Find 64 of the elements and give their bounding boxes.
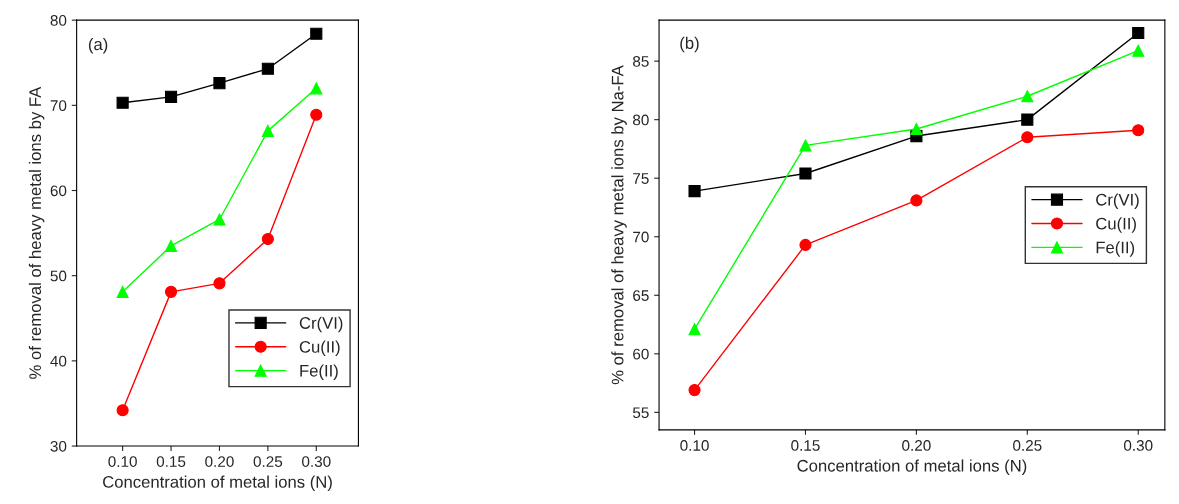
point bbox=[1132, 26, 1145, 40]
point bbox=[310, 82, 323, 95]
point bbox=[799, 238, 812, 252]
point bbox=[1132, 124, 1145, 137]
x-tick-label: 0.20 bbox=[205, 456, 234, 467]
y-tick-label: 80 bbox=[633, 114, 649, 126]
y-tick-label: 70 bbox=[633, 231, 649, 243]
y-axis-title: % of removal of heavy metal ions by Na-FA bbox=[611, 65, 627, 385]
x-tick-label: 0.25 bbox=[1013, 440, 1042, 451]
y-tick-label: 60 bbox=[633, 348, 649, 360]
point bbox=[213, 213, 226, 226]
legend-label: Cu(II) bbox=[1096, 217, 1136, 233]
legend-label: Fe(II) bbox=[1096, 241, 1135, 257]
point bbox=[910, 194, 923, 207]
y-tick-label: 60 bbox=[50, 185, 67, 197]
point bbox=[799, 167, 812, 180]
x-axis-title: Concentration of metal ions (N) bbox=[103, 475, 332, 492]
point bbox=[164, 239, 178, 252]
point bbox=[1021, 131, 1034, 144]
x-tick-label: 0.30 bbox=[1123, 440, 1153, 451]
y-tick-label: 85 bbox=[633, 56, 649, 67]
x-tick-label: 0.20 bbox=[902, 440, 931, 451]
point bbox=[116, 404, 129, 417]
x-tick-label: 0.15 bbox=[791, 440, 820, 451]
y-tick-label: 40 bbox=[50, 355, 67, 367]
x-tick-label: 0.10 bbox=[108, 456, 137, 467]
y-tick-label: 80 bbox=[50, 15, 67, 26]
point bbox=[213, 277, 226, 290]
point bbox=[1021, 113, 1034, 126]
x-tick-label: 0.30 bbox=[302, 456, 331, 467]
x-axis-title: Concentration of metal ions (N) bbox=[797, 459, 1027, 475]
legend-label: Fe(II) bbox=[300, 364, 338, 380]
point bbox=[261, 232, 274, 246]
y-axis-title: % of removal of heavy metal ions by FA bbox=[28, 86, 45, 379]
point bbox=[799, 139, 812, 152]
annotation: (b) bbox=[680, 36, 699, 53]
point bbox=[1132, 44, 1145, 57]
point bbox=[116, 96, 129, 109]
legend-label: Cr(VI) bbox=[1096, 193, 1139, 209]
point bbox=[910, 122, 923, 136]
point bbox=[1021, 90, 1034, 103]
point bbox=[688, 323, 701, 336]
legend-label: Cu(II) bbox=[299, 340, 340, 357]
legend-label: Cr(VI) bbox=[299, 316, 343, 333]
point bbox=[310, 108, 323, 121]
y-tick-label: 50 bbox=[50, 270, 67, 282]
point bbox=[688, 384, 701, 397]
y-tick-label: 55 bbox=[632, 407, 649, 419]
point bbox=[688, 185, 701, 198]
point bbox=[164, 90, 178, 103]
point bbox=[261, 62, 274, 75]
x-tick-label: 0.15 bbox=[156, 456, 186, 467]
y-tick-label: 70 bbox=[50, 100, 67, 112]
point bbox=[261, 124, 274, 137]
annotation: (a) bbox=[88, 37, 108, 54]
point bbox=[213, 77, 226, 90]
x-tick-label: 0.10 bbox=[680, 440, 709, 451]
point bbox=[310, 27, 323, 40]
y-tick-label: 75 bbox=[633, 173, 649, 184]
y-tick-label: 30 bbox=[50, 440, 67, 452]
point bbox=[116, 285, 129, 298]
x-tick-label: 0.25 bbox=[253, 456, 283, 467]
point bbox=[164, 285, 178, 298]
y-tick-label: 65 bbox=[633, 290, 649, 301]
